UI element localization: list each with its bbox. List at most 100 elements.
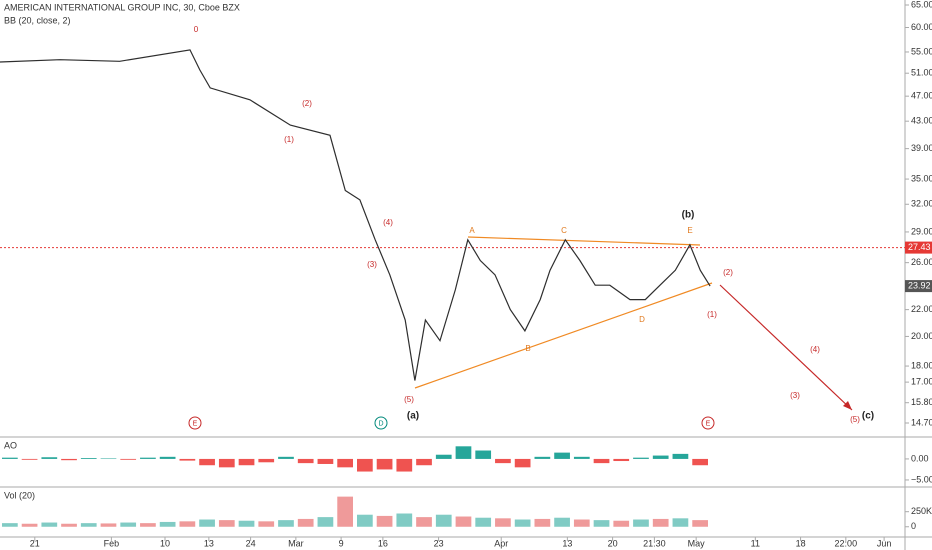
vol-bar xyxy=(613,520,630,527)
vol-bar xyxy=(140,523,156,527)
vol-tick-label: 0 xyxy=(911,521,916,531)
vol-bar xyxy=(337,496,353,527)
ao-bar xyxy=(140,457,156,459)
vol-bar xyxy=(120,522,137,527)
indicator-label: BB (20, close, 2) xyxy=(4,15,71,25)
last-price-box xyxy=(905,280,932,293)
ao-tick-label: −5.00 xyxy=(911,474,932,484)
chart-title: AMERICAN INTERNATIONAL GROUP INC, 30, Cb… xyxy=(4,2,240,12)
vol-bar xyxy=(692,520,708,527)
wave-label: (3) xyxy=(367,260,377,269)
vol-bar xyxy=(238,520,255,527)
vol-bar xyxy=(652,518,669,527)
vol-bar xyxy=(376,515,393,527)
vol-bar xyxy=(455,516,472,527)
vol-bar xyxy=(100,523,117,527)
ao-bar xyxy=(120,458,137,460)
vol-bar xyxy=(396,513,413,527)
y-tick-label: 55.00 xyxy=(911,46,932,56)
vol-bar xyxy=(475,517,492,527)
ao-bar xyxy=(573,456,590,459)
y-tick-label: 14.70 xyxy=(911,417,932,427)
vol-bar xyxy=(199,519,215,527)
trendline xyxy=(414,282,713,389)
y-tick-label: 29.00 xyxy=(911,226,932,236)
x-tick-label: 20 xyxy=(608,538,618,548)
ao-bar xyxy=(179,458,196,461)
last-price-label: 23.92 xyxy=(908,280,931,290)
circled-label: E xyxy=(193,420,198,427)
wave-circle xyxy=(701,416,715,430)
wave-label: (5) xyxy=(850,415,860,424)
wave-label: (b) xyxy=(682,210,695,221)
ao-bar xyxy=(514,458,531,468)
wave-label: (1) xyxy=(707,310,717,319)
ao-bar xyxy=(416,458,432,466)
x-tick-label: 18 xyxy=(796,538,806,548)
vol-bar xyxy=(633,519,649,527)
projection-arrow xyxy=(719,284,853,411)
marked-price-box xyxy=(905,241,932,254)
vol-bar xyxy=(258,521,275,527)
ao-bar xyxy=(652,455,669,459)
ao-bar xyxy=(317,458,334,464)
vol-bar xyxy=(495,518,511,527)
vol-bar xyxy=(21,523,38,527)
y-tick-label: 20.00 xyxy=(911,331,932,341)
vol-bar xyxy=(159,521,176,527)
y-tick-label: 26.00 xyxy=(911,257,932,267)
y-tick-label: 35.00 xyxy=(911,173,932,183)
wave-label: (c) xyxy=(862,411,874,422)
arrow-head xyxy=(843,401,852,410)
ao-bar xyxy=(258,458,275,463)
ao-bar xyxy=(534,456,551,459)
vol-bar xyxy=(218,520,235,527)
ao-bar xyxy=(435,454,452,459)
y-tick-label: 32.00 xyxy=(911,199,932,209)
y-tick-label: 60.00 xyxy=(911,22,932,32)
y-tick-label: 17.00 xyxy=(911,376,932,386)
vol-bar xyxy=(593,520,610,527)
wave-label: A xyxy=(469,226,475,235)
x-tick-label: 9 xyxy=(339,538,344,548)
x-tick-label: Mar xyxy=(288,538,304,548)
wave-label: 0 xyxy=(194,25,199,34)
wave-label: (3) xyxy=(790,391,800,400)
y-tick-label: 18.00 xyxy=(911,360,932,370)
ao-bar xyxy=(2,457,18,459)
marked-price-label: 27.43 xyxy=(908,242,931,252)
ao-bar xyxy=(159,456,176,459)
ao-bar xyxy=(80,458,97,459)
ao-bar xyxy=(613,458,630,462)
vol-bar xyxy=(416,517,432,527)
ao-bar xyxy=(357,458,373,472)
ao-bar xyxy=(199,458,215,466)
circled-label: E xyxy=(706,420,711,427)
vol-bar xyxy=(179,521,196,527)
ao-bar xyxy=(692,458,708,466)
wave-label: (4) xyxy=(383,218,393,227)
y-tick-label: 15.80 xyxy=(911,397,932,407)
vol-bar xyxy=(573,519,590,527)
ao-bar xyxy=(278,456,294,459)
vol-bar xyxy=(278,520,294,527)
wave-label: (1) xyxy=(284,135,294,144)
x-tick-label: Apr xyxy=(494,538,508,548)
trendline xyxy=(467,236,701,246)
x-tick-label: May xyxy=(688,538,706,548)
wave-label: (5) xyxy=(404,395,414,404)
vol-bar xyxy=(357,514,373,527)
x-tick-label: 16 xyxy=(378,538,388,548)
vol-bar xyxy=(514,519,531,527)
ao-bar xyxy=(593,458,610,464)
wave-label: (a) xyxy=(407,411,419,422)
ao-bar xyxy=(337,458,353,468)
ao-bar xyxy=(455,446,472,459)
x-tick-label: 21 xyxy=(30,538,40,548)
circled-label: D xyxy=(378,420,383,427)
vol-bar xyxy=(672,518,689,527)
wave-label: (2) xyxy=(723,268,733,277)
vol-bar xyxy=(41,522,58,527)
vol-bar xyxy=(534,518,551,527)
